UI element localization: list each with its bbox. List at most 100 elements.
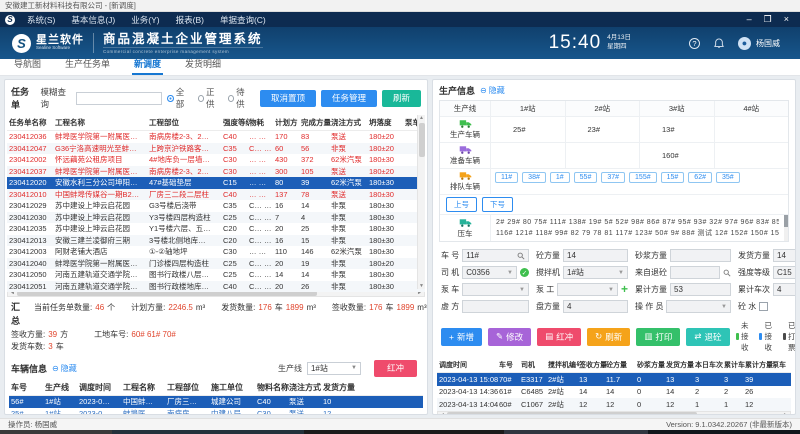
red-flush-button[interactable]: ▤ 红冲 [537, 327, 582, 346]
column-header[interactable]: 浇注方式 [289, 382, 321, 392]
supply-radio-0[interactable]: 全部 [167, 86, 190, 110]
table-row[interactable]: 230412037 蚌埠医学院第一附属医… 南病房楼2-3、2… C30 … … 300 1… [7, 165, 425, 177]
menu-item-4[interactable]: 单据查询(C) [219, 14, 266, 25]
column-header[interactable]: 施工单位 [211, 382, 243, 392]
table-row[interactable]: 230412010 中国蚌埠传媒谷一期B2… 厂房三二段二层柱 C40 … … 137 78… [7, 188, 425, 200]
batch-volume-field[interactable]: 4 [563, 300, 628, 313]
pump-worker-select[interactable]: ▼ [557, 283, 618, 296]
menu-item-2[interactable]: 业务(Y) [131, 14, 160, 25]
supply-radio-2[interactable]: 待供 [227, 86, 251, 110]
column-header[interactable]: 调度时间 [79, 382, 111, 392]
table-row[interactable]: 230412003 阿财老铺大酒店 ①-②轴地坪 C30 … … 110 146 62米汽泵 1… [7, 246, 425, 258]
column-header[interactable]: 车号 [499, 362, 513, 369]
fuzzy-search-input[interactable] [76, 91, 163, 105]
column-header[interactable]: 泵车 [772, 362, 786, 369]
return-concrete-button[interactable]: ⇄ 退砼 [686, 327, 730, 346]
queue-vehicle-chip[interactable]: 62# [688, 172, 712, 183]
vehicle-number-field[interactable]: 11# [462, 249, 529, 262]
refresh-tasks-button[interactable]: 刷新 [381, 89, 421, 107]
column-header[interactable]: 砂浆方量 [637, 362, 665, 369]
edit-button[interactable]: ✎ 修改 [487, 327, 532, 346]
task-table-vertical-scrollbar[interactable]: ▲ ▼ [417, 115, 425, 289]
column-header[interactable]: 车号 [11, 382, 27, 392]
column-header[interactable]: 工程名称 [55, 118, 85, 127]
column-header[interactable]: 任务单名称 [9, 118, 47, 127]
tab-3[interactable]: 发货明细 [185, 59, 222, 69]
production-line-select[interactable]: 1#站 ▼ [306, 361, 361, 375]
close-button[interactable]: × [783, 14, 789, 24]
column-header[interactable]: 强度等级 [223, 118, 249, 127]
queue-vehicle-chip[interactable]: 11# [495, 172, 519, 183]
column-header[interactable]: 累计车次 [724, 362, 745, 369]
tab-1[interactable]: 生产任务单 [65, 59, 111, 69]
avatar[interactable]: ● [738, 36, 751, 50]
queue-vehicle-chip[interactable]: 55# [573, 172, 598, 183]
total-volume-field[interactable]: 53 [670, 283, 731, 296]
column-header[interactable]: 工程部位 [149, 118, 179, 127]
queue-vehicle-chip[interactable]: 37# [601, 172, 626, 183]
help-icon[interactable]: ? [689, 37, 700, 49]
column-header[interactable]: 发货方量 [323, 382, 355, 392]
from-return-field[interactable] [670, 266, 720, 279]
maximize-button[interactable]: ❐ [763, 14, 772, 24]
cancel-top-button[interactable]: 取消置顶 [259, 89, 316, 107]
table-row[interactable]: 230412020 安徽水利三分公司坤阳… 47#基础垫层 C15 … … 80 39 62米… [7, 177, 425, 189]
column-header[interactable]: 累计方量 [745, 362, 772, 369]
column-header[interactable]: 砼方量 [606, 362, 627, 369]
queue-vehicle-chip[interactable]: 35# [715, 172, 740, 183]
column-header[interactable]: 泵车 [405, 118, 420, 127]
task-manage-button[interactable]: 任务管理 [320, 89, 377, 107]
column-header[interactable]: 搅拌机编号 [548, 362, 579, 369]
table-row[interactable]: 230412035 苏中建设上坤云启花园 Y1号楼六层、五… C20 C… … 20 25 非… [7, 223, 425, 235]
column-header[interactable]: 发货方量 [666, 362, 694, 369]
column-header[interactable]: 完成方量 [301, 118, 331, 127]
concrete-water-checkbox[interactable] [759, 302, 769, 311]
table-row[interactable]: 2023-04-13 14:36 61# C6485 2#站 14 14 0 14 2 2 26 [437, 386, 791, 399]
table-row[interactable]: 230412051 河南五建轨道交通学院… 图书行政楼地库… C40 C… … 20 26 非… [7, 280, 425, 292]
table-row[interactable]: 230412013 安徽三建兰凌御府三期 3号楼北侧地库… C20 C… … 16 15 非泵… [7, 234, 425, 246]
column-header[interactable]: 司机 [521, 362, 535, 369]
total-trips-field[interactable]: 4 [773, 283, 795, 296]
queue-vehicle-chip[interactable]: 38# [522, 172, 546, 183]
refresh-button[interactable]: ↻ 刷新 [587, 327, 631, 346]
search-icon[interactable] [517, 252, 525, 260]
queue-vehicle-chip[interactable]: 1# [549, 172, 570, 183]
queue-down-button[interactable]: 下号 [482, 197, 513, 212]
table-row[interactable]: 25# 1#站 2023-0… 蚌埠医… 南病房… 中建八局 C30 泵送 12 [9, 408, 423, 414]
table-row[interactable]: 230412029 苏中建设上坤云启花园 G3号楼后浇带 C35 C… … 16 14 非泵 1… [7, 200, 425, 212]
operator-select[interactable]: ▼ [666, 300, 731, 313]
pump-select[interactable]: ▼ [462, 283, 529, 296]
queue-vehicle-chip[interactable]: 15# [660, 172, 685, 183]
menu-item-0[interactable]: 系统(S) [27, 14, 56, 25]
red-flush-button[interactable]: 红冲 [373, 359, 417, 377]
table-row[interactable]: 56# 1#站 2023-0… 中国蚌… 厂房三… 城建公司 C40 泵送 10 [9, 395, 423, 408]
search-icon[interactable] [723, 269, 731, 277]
add-button[interactable]: + 新增 [441, 327, 482, 346]
production-info-hide-link[interactable]: ⊖ 隐藏 [480, 86, 505, 95]
column-header[interactable]: 浇注方式 [331, 118, 361, 127]
table-row[interactable]: 230412030 苏中建设上坤云启花园 Y3号楼四层构造柱 C25 C… … 7 4 非泵 1… [7, 211, 425, 223]
menu-item-3[interactable]: 报表(B) [175, 14, 204, 25]
column-header[interactable]: 本日车次 [695, 362, 723, 369]
column-header[interactable]: 工程部位 [167, 382, 199, 392]
table-row[interactable]: 230412040 蚌埠医学院第一附属医… 门诊楼四层构造柱 C25 C… … 20 19 非… [7, 257, 425, 269]
tab-0[interactable]: 导航图 [14, 59, 42, 69]
queue-vehicle-chip[interactable]: 155# [629, 172, 657, 183]
queue-up-button[interactable]: 上号 [446, 197, 477, 212]
table-row[interactable]: 230412036 蚌埠医学院第一附属医… 南病房楼2-3、2… C40 … … 170 8… [7, 131, 425, 143]
mixer-select[interactable]: 1#站 ▼ [563, 266, 628, 279]
column-header[interactable]: 签收方量 [579, 362, 606, 369]
dispatch-horizontal-scrollbar[interactable]: ◄ ► [437, 410, 791, 414]
column-header[interactable]: 生产线 [45, 382, 69, 392]
column-header[interactable]: 计划方 [275, 118, 298, 127]
driver-select[interactable]: C0356 ▼ [462, 266, 517, 279]
minimize-button[interactable]: – [746, 14, 752, 24]
strength-grade-field[interactable]: C15 [773, 266, 795, 279]
concrete-volume-field[interactable]: 14 [563, 249, 628, 262]
add-pump-worker-icon[interactable]: + [620, 282, 628, 296]
virtual-volume-field[interactable] [462, 300, 529, 313]
column-header[interactable]: 调度时间 [439, 362, 467, 369]
table-row[interactable]: 2023-04-13 15:08 70# E3317 2#站 13 11.7 0 13 3 3 39 [437, 373, 791, 386]
ship-volume-field[interactable]: 14 [773, 249, 795, 262]
table-row[interactable]: 230412002 怀远藕苑公租房项目 4#地库负一层墙… C30 … … 430 372 6… [7, 154, 425, 166]
